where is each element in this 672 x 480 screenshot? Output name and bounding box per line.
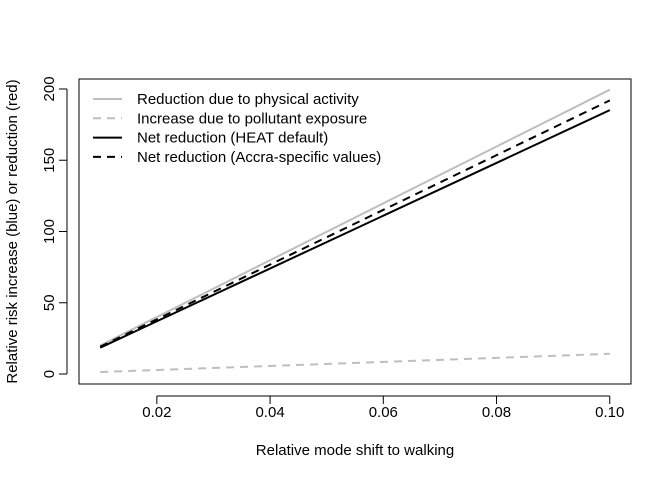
plot-frame xyxy=(78,78,632,385)
legend-label: Net reduction (Accra-specific values) xyxy=(137,149,381,166)
series-layer xyxy=(99,88,611,373)
x-tick-label: 0.02 xyxy=(142,404,171,421)
y-axis-label: Relative risk increase (blue) or reducti… xyxy=(4,79,21,383)
legend-label: Increase due to pollutant exposure xyxy=(137,110,367,127)
y-tick-label: 50 xyxy=(41,294,58,311)
y-tick-label: 150 xyxy=(41,148,58,173)
y-axis: 0 50 100 150 200 xyxy=(41,76,68,378)
series-line xyxy=(100,352,610,373)
x-axis: 0.02 0.04 0.06 0.08 0.10 xyxy=(142,395,624,421)
legend: Reduction due to physical activity Increa… xyxy=(93,91,381,166)
x-axis-label: Relative mode shift to walking xyxy=(256,442,454,459)
y-tick-label: 0 xyxy=(41,370,58,378)
legend-label: Reduction due to physical activity xyxy=(137,91,359,108)
legend-label: Net reduction (HEAT default) xyxy=(137,130,328,147)
x-tick-label: 0.06 xyxy=(369,404,398,421)
y-tick-label: 200 xyxy=(41,76,58,101)
x-tick-label: 0.10 xyxy=(595,404,624,421)
series-line xyxy=(99,109,611,349)
series-line xyxy=(99,99,611,348)
y-tick-label: 100 xyxy=(41,219,58,244)
x-tick-label: 0.04 xyxy=(255,404,284,421)
series-line xyxy=(99,88,611,347)
x-tick-label: 0.08 xyxy=(482,404,511,421)
